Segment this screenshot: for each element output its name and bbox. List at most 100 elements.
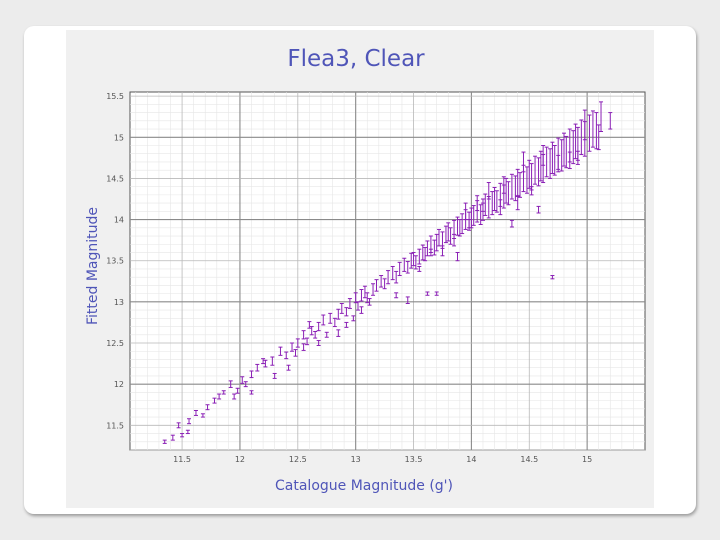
data-point [548, 148, 553, 179]
chart-title: Flea3, Clear [287, 46, 425, 72]
data-point [518, 172, 523, 198]
data-point [305, 337, 310, 346]
data-point [367, 298, 372, 306]
data-point [293, 349, 298, 357]
data-point [355, 301, 360, 311]
data-point [272, 372, 277, 379]
data-point [471, 205, 476, 226]
data-point [411, 251, 416, 267]
tick-layer: 11.5 12 12.5 13 13.5 14 14.5 15 11.5 12 12.5 13 13.5… [106, 92, 592, 464]
data-point [587, 114, 592, 152]
data-point [249, 390, 254, 395]
data-point [434, 291, 439, 296]
data-point [374, 279, 379, 292]
data-point [301, 343, 306, 351]
data-point [509, 219, 514, 228]
data-point [513, 175, 518, 202]
data-point [475, 195, 480, 212]
data-point [590, 110, 595, 148]
y-tick-label: 14.5 [106, 174, 124, 183]
data-point [552, 144, 557, 176]
data-point [486, 182, 491, 200]
data-point [205, 404, 210, 411]
data-point [382, 278, 387, 290]
data-point [413, 255, 418, 270]
data-point [506, 181, 511, 206]
data-point [582, 109, 587, 141]
data-point [573, 123, 578, 160]
data-point [371, 283, 376, 296]
data-point [336, 329, 341, 337]
data-point [521, 151, 526, 173]
data-point [339, 303, 344, 314]
data-point [344, 321, 349, 328]
data-point [480, 202, 485, 212]
data-point [443, 225, 448, 244]
data-point [221, 390, 226, 395]
point-layer [162, 101, 613, 444]
data-point [556, 154, 561, 173]
data-point [307, 321, 312, 329]
data-point [278, 346, 283, 356]
data-point [596, 124, 601, 151]
data-point [455, 251, 460, 262]
y-tick-label: 12.5 [106, 339, 124, 348]
data-point [386, 270, 391, 285]
data-point [575, 150, 580, 165]
data-point [515, 196, 520, 211]
data-point [351, 315, 356, 322]
data-point [509, 173, 514, 200]
data-point [515, 168, 520, 197]
data-point [290, 342, 295, 352]
data-point [240, 376, 245, 384]
data-point [362, 285, 367, 299]
data-point [559, 139, 564, 172]
x-tick-label: 15 [582, 455, 592, 464]
data-point [232, 393, 237, 400]
data-point [397, 261, 402, 277]
data-point [417, 265, 422, 272]
data-point [494, 190, 499, 213]
x-tick-label: 14 [466, 455, 476, 464]
data-point [483, 193, 488, 216]
data-point [501, 176, 506, 194]
data-point [228, 380, 233, 388]
data-point [594, 112, 599, 150]
data-point [504, 177, 509, 204]
data-point [176, 422, 181, 429]
data-point [448, 227, 453, 245]
data-point [394, 270, 399, 284]
data-point [313, 330, 318, 339]
data-point [492, 186, 497, 212]
data-point [478, 204, 483, 226]
data-point [286, 364, 291, 371]
data-point [571, 130, 576, 165]
data-point [187, 418, 192, 425]
data-point [359, 289, 364, 302]
data-point [162, 439, 167, 444]
data-point [261, 358, 266, 365]
data-point [457, 219, 462, 237]
data-point [309, 326, 314, 336]
data-point [608, 112, 613, 130]
data-point [428, 248, 433, 257]
data-point [544, 146, 549, 178]
data-point [524, 166, 529, 194]
data-point [467, 219, 472, 229]
data-point [295, 338, 300, 348]
data-point [316, 340, 321, 346]
data-point [550, 141, 555, 174]
data-point [359, 306, 364, 314]
data-point [460, 213, 465, 235]
x-tick-label: 12 [235, 455, 245, 464]
data-point [344, 307, 349, 317]
data-point [417, 248, 422, 265]
x-tick-label: 13.5 [405, 455, 423, 464]
data-point [561, 132, 566, 167]
data-point [498, 199, 503, 216]
data-point [328, 312, 333, 324]
data-point [536, 205, 541, 214]
y-tick-label: 14 [114, 216, 124, 225]
y-tick-label: 13.5 [106, 257, 124, 266]
